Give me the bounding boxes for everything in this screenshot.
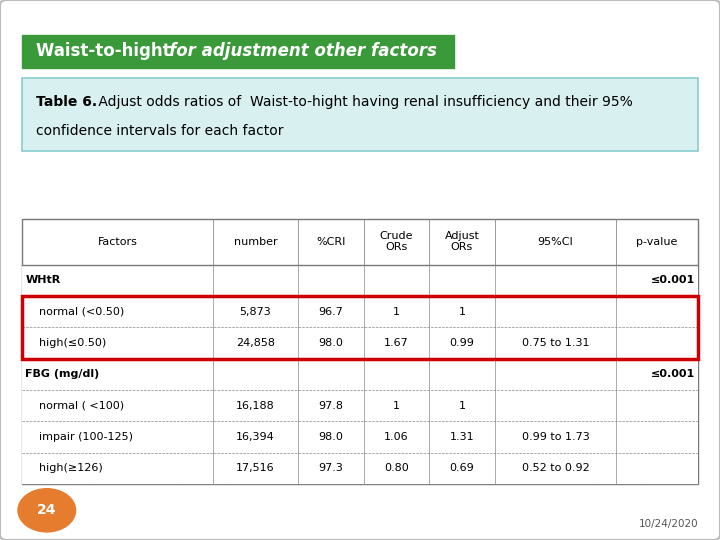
- Text: number: number: [233, 237, 277, 247]
- Text: 1: 1: [459, 307, 465, 316]
- Text: high(≤0.50): high(≤0.50): [25, 338, 107, 348]
- Text: %CRI: %CRI: [316, 237, 346, 247]
- Text: 95%CI: 95%CI: [538, 237, 573, 247]
- Text: 24,858: 24,858: [236, 338, 275, 348]
- Text: WHtR: WHtR: [25, 275, 60, 285]
- FancyBboxPatch shape: [22, 327, 698, 359]
- Text: normal (<0.50): normal (<0.50): [25, 307, 125, 316]
- Text: Waist-to-hight: Waist-to-hight: [36, 42, 176, 60]
- Text: 97.3: 97.3: [319, 463, 343, 473]
- Text: impair (100-125): impair (100-125): [25, 432, 133, 442]
- Text: 16,188: 16,188: [236, 401, 275, 410]
- Text: p-value: p-value: [636, 237, 678, 247]
- Text: Adjust
ORs: Adjust ORs: [444, 231, 480, 252]
- Text: for adjustment other factors: for adjustment other factors: [169, 42, 437, 60]
- Text: 0.99: 0.99: [449, 338, 474, 348]
- Text: 97.8: 97.8: [318, 401, 343, 410]
- Text: high(≥126): high(≥126): [25, 463, 103, 473]
- Text: normal ( <100): normal ( <100): [25, 401, 125, 410]
- Text: 1: 1: [393, 401, 400, 410]
- Text: 16,394: 16,394: [236, 432, 275, 442]
- FancyBboxPatch shape: [22, 390, 698, 421]
- FancyBboxPatch shape: [22, 219, 698, 484]
- Text: 1.06: 1.06: [384, 432, 409, 442]
- FancyBboxPatch shape: [22, 359, 698, 390]
- Text: confidence intervals for each factor: confidence intervals for each factor: [36, 124, 284, 138]
- Text: 96.7: 96.7: [319, 307, 343, 316]
- Text: 0.75 to 1.31: 0.75 to 1.31: [522, 338, 589, 348]
- Text: 24: 24: [37, 503, 57, 517]
- Text: Crude
ORs: Crude ORs: [379, 231, 413, 252]
- FancyBboxPatch shape: [22, 78, 698, 151]
- Text: 98.0: 98.0: [319, 432, 343, 442]
- Text: 5,873: 5,873: [240, 307, 271, 316]
- Text: FBG (mg/dl): FBG (mg/dl): [25, 369, 99, 379]
- Text: 0.80: 0.80: [384, 463, 409, 473]
- Text: Factors: Factors: [97, 237, 138, 247]
- FancyBboxPatch shape: [22, 296, 698, 327]
- Text: ≤0.001: ≤0.001: [652, 369, 696, 379]
- Text: 1: 1: [459, 401, 465, 410]
- Text: Table 6.: Table 6.: [36, 94, 97, 109]
- Text: 1.67: 1.67: [384, 338, 409, 348]
- Text: Adjust odds ratios of  Waist-to-hight having renal insufficiency and their 95%: Adjust odds ratios of Waist-to-hight hav…: [94, 94, 632, 109]
- Text: 1.31: 1.31: [450, 432, 474, 442]
- Text: 0.52 to 0.92: 0.52 to 0.92: [521, 463, 590, 473]
- Circle shape: [18, 489, 76, 532]
- Text: ≤0.001: ≤0.001: [652, 275, 696, 285]
- Text: 10/24/2020: 10/24/2020: [639, 519, 698, 529]
- FancyBboxPatch shape: [22, 265, 698, 296]
- FancyBboxPatch shape: [22, 421, 698, 453]
- Text: 0.99 to 1.73: 0.99 to 1.73: [521, 432, 590, 442]
- FancyBboxPatch shape: [22, 35, 454, 68]
- Text: 98.0: 98.0: [319, 338, 343, 348]
- Text: 1: 1: [393, 307, 400, 316]
- Text: 0.69: 0.69: [449, 463, 474, 473]
- FancyBboxPatch shape: [22, 453, 698, 484]
- Text: 17,516: 17,516: [236, 463, 274, 473]
